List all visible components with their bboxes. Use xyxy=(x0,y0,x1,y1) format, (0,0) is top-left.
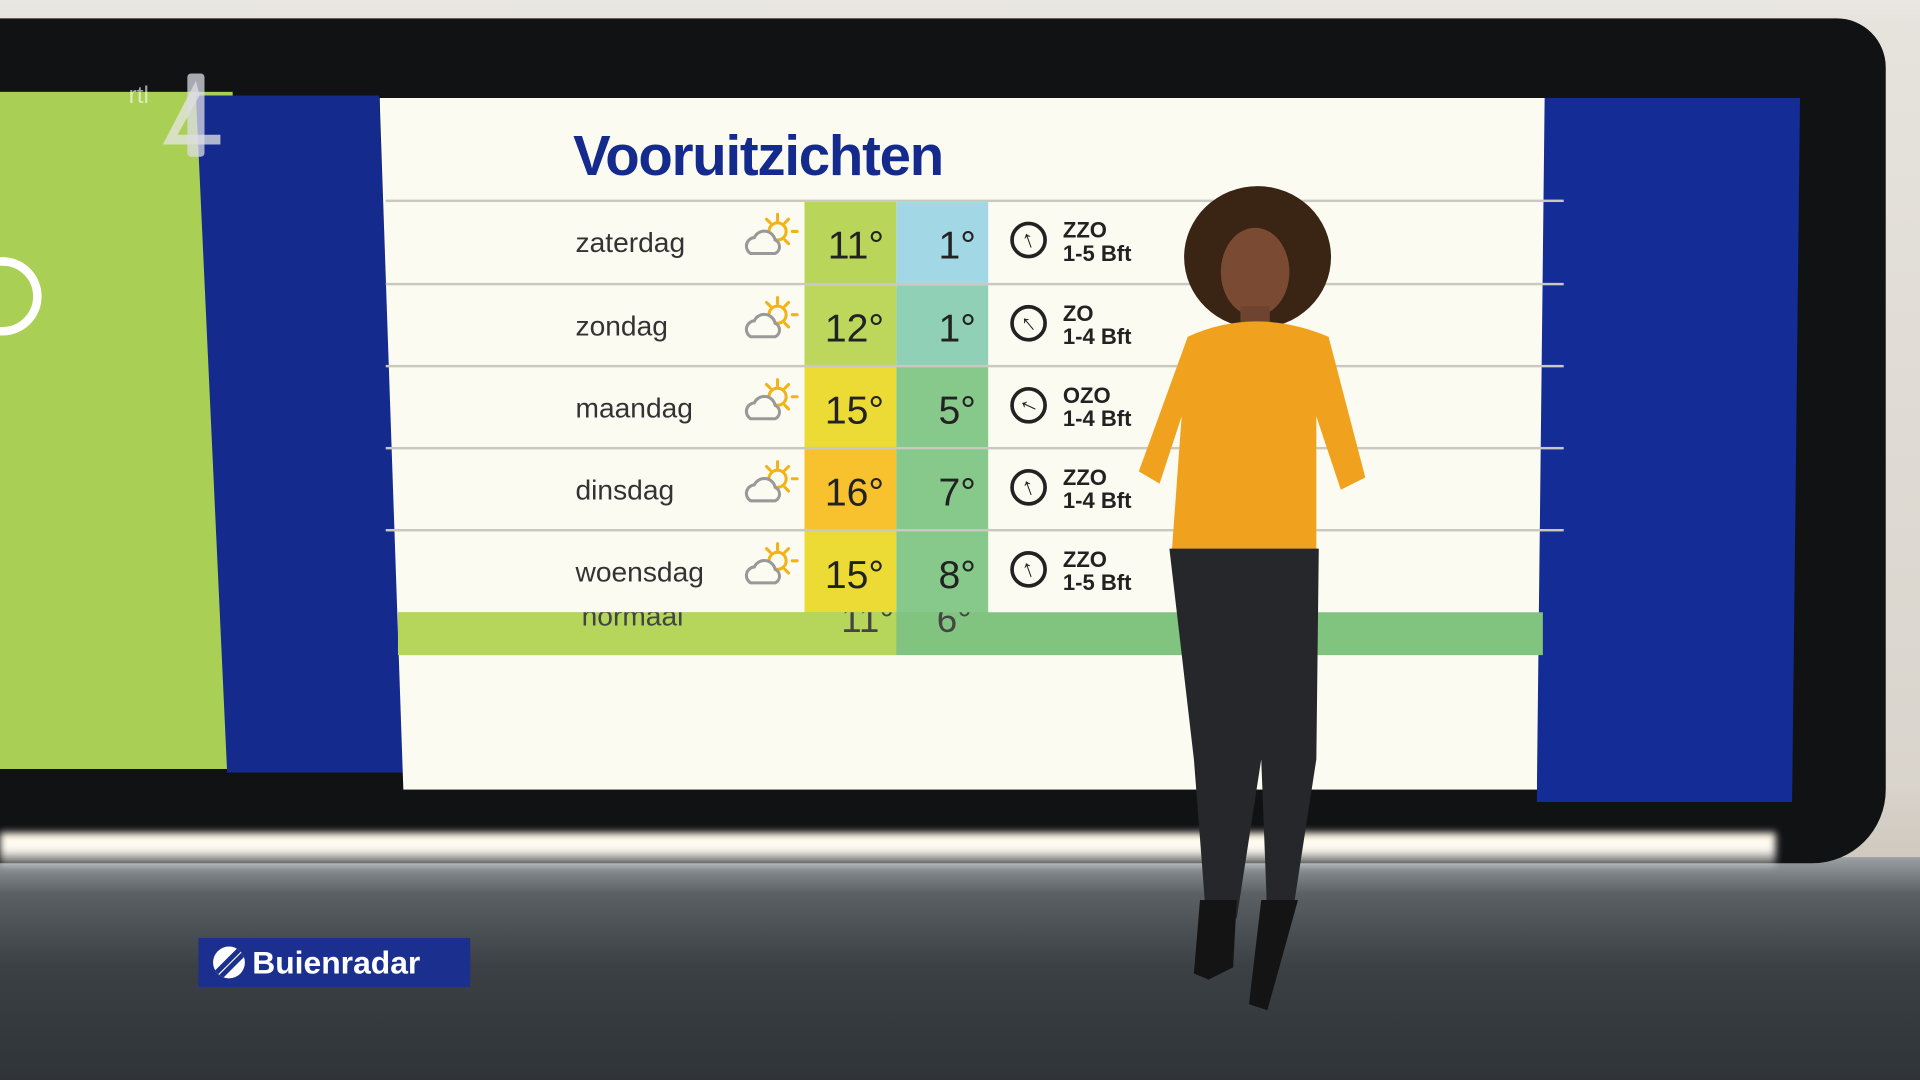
day-label: zaterdag xyxy=(575,226,686,259)
wind-arrow-icon: ↑ xyxy=(1010,304,1047,342)
wind-arrow-icon: ↑ xyxy=(1010,551,1047,588)
day-label: dinsdag xyxy=(575,473,675,506)
wind-force: 1-5 Bft xyxy=(1062,570,1132,596)
min-temp: 1° xyxy=(896,285,989,368)
min-temp: 5° xyxy=(896,367,989,450)
board-title: Vooruitzichten xyxy=(573,123,944,188)
partly-cloudy-icon xyxy=(744,296,799,339)
wind-info: OZO 1-4 Bft xyxy=(1063,384,1132,431)
svg-text:rtl: rtl xyxy=(129,82,149,109)
min-temp: 7° xyxy=(896,449,989,532)
cloudy-sun-icon xyxy=(744,460,799,503)
forecast-row: zaterdag 11° 1° ↑ ZZO 1-5 Bft xyxy=(385,199,1564,285)
wind-direction: ZZO xyxy=(1062,465,1107,490)
partly-cloudy-icon xyxy=(744,378,799,421)
wind-arrow-icon: ↑ xyxy=(1010,468,1047,506)
wind-direction: ZZO xyxy=(1062,547,1107,572)
min-temp: 8° xyxy=(896,531,989,614)
wind-direction: ZO xyxy=(1062,301,1094,326)
blue-panel-right xyxy=(1536,97,1801,803)
normal-min: 6° xyxy=(936,612,972,641)
partly-cloudy-icon xyxy=(744,212,799,256)
rtl4-logo: rtl xyxy=(129,73,221,157)
wind-arrow-icon: ↑ xyxy=(1010,221,1047,259)
normal-max: 11° xyxy=(841,612,895,641)
wind-arrow-icon: ↑ xyxy=(1010,386,1047,424)
wind-direction: OZO xyxy=(1062,383,1111,408)
wind-force: 1-4 Bft xyxy=(1062,488,1132,514)
green-panel xyxy=(0,91,233,769)
max-temp: 15° xyxy=(804,531,897,614)
max-temp: 16° xyxy=(804,449,897,532)
forecast-row: dinsdag 16° 7° ↑ ZZO 1-4 Bft xyxy=(385,446,1564,532)
forecast-row: zondag 12° 1° ↑ ZO 1-4 Bft xyxy=(385,282,1564,368)
wind-info: ZZO 1-4 Bft xyxy=(1062,465,1132,514)
day-label: maandag xyxy=(575,391,693,424)
presenter xyxy=(1138,186,1366,1011)
max-temp: 11° xyxy=(804,202,897,285)
buienradar-badge: Buienradar xyxy=(198,937,471,987)
blue-panel-left xyxy=(195,95,405,773)
badge-label: Buienradar xyxy=(252,943,421,981)
wind-force: 1-5 Bft xyxy=(1062,241,1132,266)
forecast-row: woensdag 15° 8° ↑ ZZO 1-5 Bft xyxy=(385,528,1564,614)
forecast-row: maandag 15° 5° ↑ OZO 1-4 Bft xyxy=(385,364,1564,450)
wind-info: ZZO 1-5 Bft xyxy=(1063,219,1132,266)
wind-force: 1-4 Bft xyxy=(1062,324,1132,349)
day-label: zondag xyxy=(575,309,668,342)
max-temp: 12° xyxy=(804,285,897,368)
max-temp: 15° xyxy=(804,367,897,450)
wind-info: ZZO 1-5 Bft xyxy=(1062,547,1132,596)
light-strip xyxy=(0,832,1776,867)
day-label: woensdag xyxy=(575,555,704,588)
normal-label: normaal xyxy=(581,612,684,632)
normal-row: normaal 11° 6° xyxy=(397,612,1543,656)
buienradar-logo-icon xyxy=(213,946,245,979)
cloudy-sun-icon xyxy=(744,542,799,585)
wind-info: ZO 1-4 Bft xyxy=(1063,302,1132,349)
wind-direction: ZZO xyxy=(1062,217,1107,243)
wind-force: 1-4 Bft xyxy=(1062,406,1132,432)
min-temp: 1° xyxy=(896,202,989,285)
